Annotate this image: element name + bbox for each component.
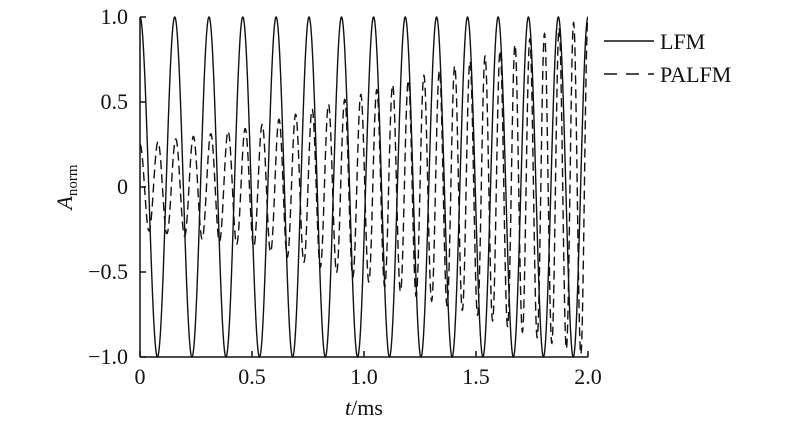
series-palfm-line	[140, 16, 588, 357]
x-tick-label: 1.5	[462, 364, 490, 389]
x-tick-label: 1.0	[350, 364, 378, 389]
legend-label-lfm: LFM	[660, 29, 705, 54]
legend-label-palfm: PALFM	[660, 62, 731, 87]
x-tick-label: 2.0	[574, 364, 602, 389]
series-lfm-line	[140, 16, 588, 358]
series-group	[140, 16, 588, 358]
y-tick-label: 1.0	[101, 4, 129, 29]
x-axis-label: t/ms	[345, 395, 383, 420]
ticks: 1.0 0.5 0 −0.5 −1.0 0 0.5 1.0 1.5 2.0	[88, 4, 602, 389]
x-tick-label: 0	[135, 364, 146, 389]
y-tick-label: −0.5	[88, 259, 128, 284]
y-tick-label: −1.0	[88, 344, 128, 369]
axis-labels: t/ms Anorm	[52, 164, 383, 420]
y-axis-label: Anorm	[52, 164, 81, 211]
x-tick-label: 0.5	[238, 364, 266, 389]
y-tick-label: 0.5	[101, 89, 129, 114]
legend: LFM PALFM	[604, 29, 731, 87]
y-tick-label: 0	[117, 174, 128, 199]
